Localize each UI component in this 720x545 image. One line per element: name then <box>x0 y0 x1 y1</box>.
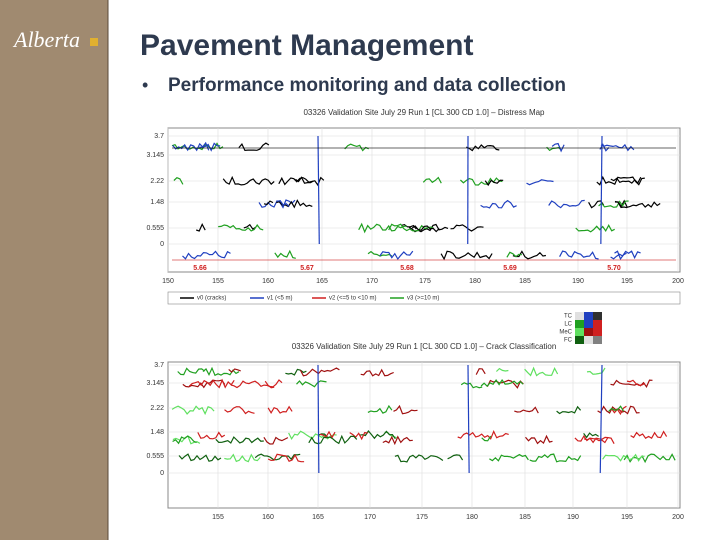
legend-entry: v0 (cracks) <box>197 296 226 302</box>
y-tick-label: 1.48 <box>150 429 164 436</box>
bullet-dot: • <box>142 75 148 95</box>
y-tick-label: 0 <box>160 241 164 248</box>
x-tick-label: 165 <box>316 278 328 285</box>
y-tick-label: 0.555 <box>146 225 164 232</box>
x-tick-label: 170 <box>366 278 378 285</box>
sidebar <box>0 0 108 540</box>
x-tick-label: 150 <box>162 278 174 285</box>
marker-label: 5.68 <box>400 265 414 272</box>
figure-title: 03326 Validation Site July 29 Run 1 [CL … <box>292 342 557 351</box>
x-tick-label: 190 <box>567 514 579 521</box>
class-cell <box>593 328 602 336</box>
class-cell <box>593 336 602 344</box>
y-tick-label: 3.145 <box>146 380 164 387</box>
class-label: MeC <box>559 330 572 336</box>
y-tick-label: 0.555 <box>146 453 164 460</box>
class-cell <box>575 328 584 336</box>
logo: Alberta <box>12 27 80 52</box>
x-tick-label: 195 <box>621 278 633 285</box>
figure-title: 03326 Validation Site July 29 Run 1 [CL … <box>303 108 545 117</box>
x-tick-label: 180 <box>469 278 481 285</box>
plot-area <box>168 362 680 508</box>
class-cell <box>575 336 584 344</box>
class-label: LC <box>564 322 572 328</box>
class-label: FC <box>564 338 573 344</box>
y-tick-label: 0 <box>160 470 164 477</box>
class-cell <box>584 312 593 320</box>
marker-label: 5.67 <box>300 265 314 272</box>
marker-label: 5.70 <box>607 265 621 272</box>
class-cell <box>584 320 593 328</box>
x-tick-label: 175 <box>419 278 431 285</box>
y-tick-label: 3.7 <box>154 133 164 140</box>
x-tick-label: 185 <box>519 514 531 521</box>
logo-mark <box>90 38 98 46</box>
x-tick-label: 180 <box>466 514 478 521</box>
slide-title: Pavement Management <box>140 29 473 62</box>
class-cell <box>575 312 584 320</box>
bullet-text: Performance monitoring and data collecti… <box>168 75 566 96</box>
class-label: TC <box>564 314 573 320</box>
figure-distress-map: 03326 Validation Site July 29 Run 1 [CL … <box>146 108 683 304</box>
x-tick-label: 175 <box>416 514 428 521</box>
x-tick-label: 160 <box>262 278 274 285</box>
vertical-trace <box>318 365 319 473</box>
marker-label: 5.69 <box>503 265 517 272</box>
class-cell <box>584 336 593 344</box>
x-tick-label: 185 <box>519 278 531 285</box>
y-tick-label: 2.22 <box>150 405 164 412</box>
x-tick-label: 170 <box>364 514 376 521</box>
y-tick-label: 3.7 <box>154 362 164 369</box>
legend-entry: v2 (<=5 to <10 m) <box>329 296 377 302</box>
class-cell <box>593 312 602 320</box>
class-cell <box>584 328 593 336</box>
figure-crack-classification: 03326 Validation Site July 29 Run 1 [CL … <box>146 312 683 521</box>
class-cell <box>593 320 602 328</box>
class-cell <box>575 320 584 328</box>
legend-entry: v3 (>=10 m) <box>407 296 439 302</box>
x-tick-label: 200 <box>672 514 684 521</box>
x-tick-label: 200 <box>672 278 684 285</box>
y-tick-label: 2.22 <box>150 178 164 185</box>
y-tick-label: 3.145 <box>146 152 164 159</box>
legend-entry: v1 (<5 m) <box>267 296 293 302</box>
x-tick-label: 190 <box>572 278 584 285</box>
marker-label: 5.66 <box>193 265 207 272</box>
x-tick-label: 155 <box>212 278 224 285</box>
x-tick-label: 160 <box>262 514 274 521</box>
y-tick-label: 1.48 <box>150 199 164 206</box>
x-tick-label: 195 <box>621 514 633 521</box>
x-tick-label: 165 <box>312 514 324 521</box>
x-tick-label: 155 <box>212 514 224 521</box>
